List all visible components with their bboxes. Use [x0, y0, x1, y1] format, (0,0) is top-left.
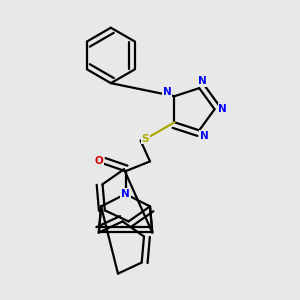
Text: N: N — [121, 189, 130, 199]
Text: S: S — [141, 134, 149, 144]
Text: N: N — [198, 76, 207, 86]
Text: N: N — [163, 87, 172, 97]
Text: N: N — [218, 103, 227, 114]
Text: O: O — [94, 156, 103, 166]
Text: N: N — [200, 131, 208, 141]
